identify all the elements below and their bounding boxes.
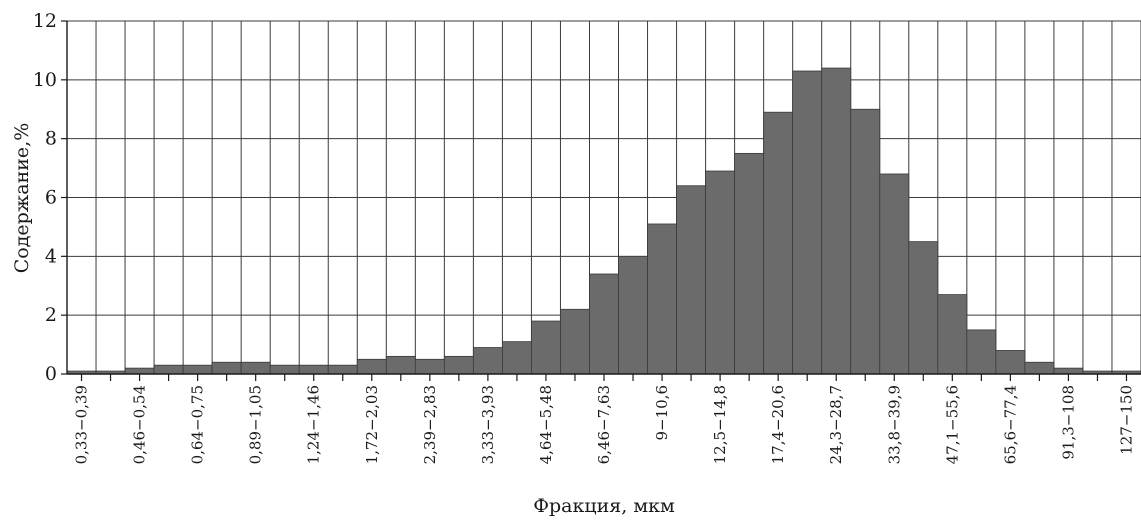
bar — [734, 152, 765, 375]
x-tick-label: 24,3−28,7 — [827, 385, 845, 464]
bar — [356, 358, 387, 375]
bar — [821, 67, 852, 375]
bar — [211, 361, 242, 375]
y-tick-label: 12 — [33, 10, 57, 32]
bar — [327, 364, 358, 375]
y-tick-label: 2 — [45, 304, 57, 326]
bar — [502, 341, 532, 375]
bars — [66, 67, 1141, 375]
bar — [531, 320, 561, 375]
y-tick-label: 10 — [33, 69, 57, 91]
bar — [908, 241, 939, 375]
x-tick-label: 4,64−5,48 — [537, 385, 555, 464]
bar — [385, 355, 416, 375]
x-axis-label: Фракция, мкм — [533, 495, 675, 517]
bar — [414, 358, 445, 375]
x-tick-label: 127−150 — [1117, 385, 1135, 455]
bar — [618, 255, 648, 375]
bar — [676, 185, 706, 375]
bar — [589, 273, 619, 375]
bar — [1024, 361, 1055, 375]
bar — [647, 223, 677, 375]
bar — [153, 364, 184, 375]
bar — [705, 170, 736, 375]
y-tick-label: 4 — [45, 245, 57, 267]
y-tick-label: 8 — [45, 128, 57, 150]
bar — [792, 70, 823, 375]
bar — [560, 308, 590, 375]
bar — [124, 367, 155, 375]
x-tick-label: 12,5−14,8 — [711, 385, 729, 464]
bar — [269, 364, 300, 375]
x-tick-label: 0,46−0,54 — [131, 385, 149, 464]
bar — [1053, 367, 1084, 375]
x-tick-label: 0,64−0,75 — [189, 385, 207, 464]
x-tick-label: 2,39−2,83 — [421, 385, 439, 464]
axes — [61, 20, 1141, 381]
bar — [879, 173, 910, 375]
bar — [966, 329, 997, 375]
x-tick-label: 33,8−39,9 — [885, 385, 903, 464]
x-tick-labels: 0,33−0,39 0,46−0,54 0,64−0,75 0,89−1,05 1,24… — [73, 385, 1136, 464]
x-tick-label: 47,1−55,6 — [943, 385, 961, 464]
x-tick-label: 1,24−1,46 — [305, 385, 323, 464]
bar — [937, 294, 968, 375]
x-tick-label: 0,89−1,05 — [247, 385, 265, 464]
bar — [995, 350, 1026, 375]
x-tick-label: 9−10,6 — [653, 385, 671, 441]
bar — [298, 364, 329, 375]
x-tick-label: 3,33−3,93 — [479, 385, 497, 464]
x-tick-label: 91,3−108 — [1059, 385, 1077, 460]
x-tick-label: 17,4−20,6 — [769, 385, 787, 464]
x-tick-label: 1,72−2,03 — [363, 385, 381, 464]
bar — [472, 347, 503, 375]
y-tick-label: 0 — [45, 363, 57, 385]
y-tick-labels: 0 2 4 6 8 10 12 — [33, 10, 57, 385]
bar — [240, 361, 271, 375]
x-tick-label: 0,33−0,39 — [73, 385, 91, 464]
x-tick-label: 65,6−77,4 — [1001, 385, 1019, 464]
x-tick-label: 6,46−7,63 — [595, 385, 613, 464]
y-axis-label: Содержание,% — [11, 123, 33, 274]
y-tick-label: 6 — [45, 187, 57, 209]
bar — [443, 355, 474, 375]
bar — [182, 364, 213, 375]
bar — [763, 111, 794, 375]
bar — [850, 108, 881, 375]
